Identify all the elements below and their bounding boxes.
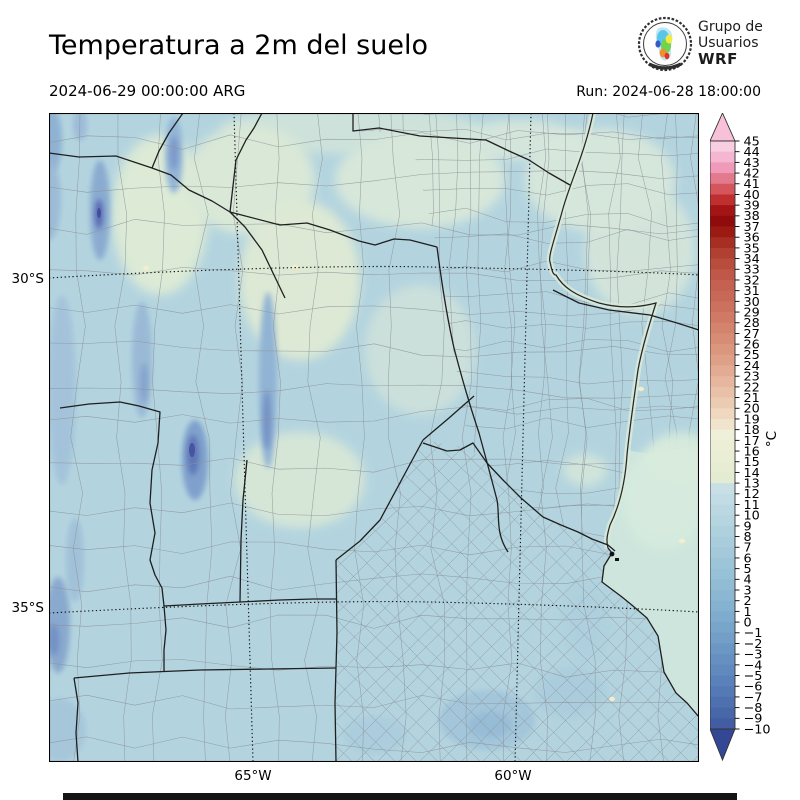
colorbar-tick-label: 42 (744, 166, 760, 181)
map-layers (49, 113, 699, 762)
colorbar-tick-label: 35 (744, 241, 760, 256)
colorbar-tick-label: 4 (744, 573, 752, 588)
colorbar-tick-label: 25 (744, 348, 760, 363)
logo-text-line1: Grupo de (698, 19, 763, 35)
logo-text-line3: WRF (698, 50, 738, 68)
map-frame (49, 113, 699, 762)
colorbar-svg: 4544434241403938373635343332313029282726… (709, 111, 780, 762)
colorbar-tick-label: 22 (744, 380, 760, 395)
colorbar-tick-label: 29 (744, 305, 760, 320)
colorbar-unit-label: °C (764, 431, 780, 447)
logo-text-line2: Usuarios (698, 35, 759, 51)
colorbar-tick-label: 32 (744, 273, 760, 288)
colorbar-tick-label: 15 (744, 455, 760, 470)
colorbar-tick-label: 0 (744, 615, 752, 630)
colorbar-tick-label: 37 (744, 220, 760, 235)
colorbar-tick-label: 44 (744, 145, 760, 160)
colorbar-tick-label: 19 (744, 412, 760, 427)
colorbar-tick-label: 41 (744, 177, 760, 192)
colorbar-tick-label: −6 (744, 680, 763, 695)
colorbar-tick-label: 18 (744, 423, 760, 438)
colorbar-tick-label: 39 (744, 199, 760, 214)
colorbar-tick-label: −1 (744, 626, 763, 641)
colorbar-tick-label: 13 (744, 477, 760, 492)
colorbar-tick-label: 43 (744, 156, 760, 171)
colorbar-tick-label: 31 (744, 284, 760, 299)
logo-globe-icon (637, 16, 693, 72)
map-svg (49, 113, 699, 762)
colorbar-tick-label: −4 (744, 658, 763, 673)
colorbar-tick-label: 21 (744, 391, 760, 406)
colorbar-tick-label: 12 (744, 487, 760, 502)
colorbar-tick-label: 28 (744, 316, 760, 331)
wrf-users-group-logo: Grupo de Usuarios WRF (637, 16, 797, 74)
parana-river (548, 113, 657, 549)
colorbar-tick-label: −8 (744, 701, 763, 716)
colorbar-tick-label: 3 (744, 583, 752, 598)
colorbar-tick-label: 16 (744, 444, 760, 459)
lon-label-60w: 60°W (494, 768, 532, 784)
coastline (601, 547, 699, 718)
city-marker (609, 551, 615, 557)
lat-label-30s: 30°S (11, 271, 45, 287)
colorbar-tick-label: −7 (744, 690, 763, 705)
colorbar-tick-label: −3 (744, 648, 763, 663)
colorbar-tick-label: 36 (744, 231, 760, 246)
valid-time-label: 2024-06-29 00:00:00 ARG (49, 82, 246, 100)
colorbar-tick-label: 38 (744, 209, 760, 224)
colorbar-tick-label: 2 (744, 594, 752, 609)
colorbar-tick-label: 8 (744, 530, 752, 545)
colorbar-tick-label: 33 (744, 263, 760, 278)
colorbar-tick-label: −2 (744, 637, 763, 652)
colorbar-tick-label: 24 (744, 359, 760, 374)
colorbar-tick-label: 45 (744, 134, 760, 149)
department-borders-mesh (49, 113, 699, 762)
colorbar-tick-label: −9 (744, 712, 763, 727)
colorbar-tick-label: 1 (744, 605, 752, 620)
colorbar-tick-label: 17 (744, 434, 760, 449)
colorbar-tick-label: 6 (744, 551, 752, 566)
colorbar-tick-label: 5 (744, 562, 752, 577)
colorbar-tick-label: 34 (744, 252, 760, 267)
colorbar-tick-label: 30 (744, 295, 760, 310)
colorbar-tick-label: −5 (744, 669, 763, 684)
lon-label-65w: 65°W (234, 768, 272, 784)
run-time-label: Run: 2024-06-28 18:00:00 (576, 84, 761, 100)
lat-label-35s: 35°S (11, 600, 45, 616)
colorbar-tick-label: 40 (744, 188, 760, 203)
colorbar-tick-label: 10 (744, 509, 760, 524)
footer-bar (63, 793, 737, 800)
colorbar-tick-label: 23 (744, 370, 760, 385)
map-canvas (49, 113, 699, 762)
colorbar-tick-label: 7 (744, 541, 752, 556)
colorbar-tick-label: 14 (744, 466, 760, 481)
colorbar-tick-label: 11 (744, 498, 760, 513)
graticule-lines (49, 113, 699, 762)
colorbar-tick-label: 20 (744, 402, 760, 417)
colorbar-tick-label: 26 (744, 338, 760, 353)
temperature-colorbar: 45 44 43 42 41 40 39 38 37 36 35 34 33 32 31 30 29 28 27 26… (709, 111, 800, 778)
colorbar-tick-label: 27 (744, 327, 760, 342)
page-title: Temperatura a 2m del suelo (49, 30, 428, 61)
colorbar-tick-label: 9 (744, 519, 752, 534)
colorbar-tick-label: −10 (744, 722, 771, 737)
